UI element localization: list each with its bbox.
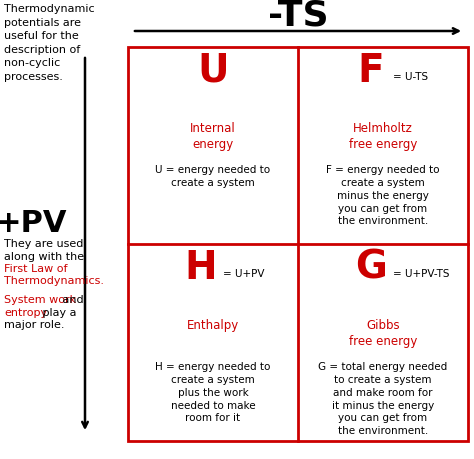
Text: Thermodynamic
potentials are
useful for the
description of
non-cyclic
processes.: Thermodynamic potentials are useful for … bbox=[4, 4, 95, 82]
Text: = U+PV: = U+PV bbox=[223, 269, 264, 279]
Text: = U-TS: = U-TS bbox=[393, 72, 428, 82]
Text: H = energy needed to
create a system
plus the work
needed to make
room for it: H = energy needed to create a system plu… bbox=[155, 362, 271, 423]
Text: H: H bbox=[185, 249, 217, 286]
Text: System work: System work bbox=[4, 295, 76, 305]
Text: U = energy needed to
create a system: U = energy needed to create a system bbox=[155, 165, 271, 188]
Bar bbox=[128, 47, 468, 441]
Text: First Law of: First Law of bbox=[4, 264, 67, 274]
Text: major role.: major role. bbox=[4, 320, 64, 330]
Text: entropy: entropy bbox=[4, 308, 47, 318]
Text: Helmholtz
free energy: Helmholtz free energy bbox=[349, 122, 417, 151]
Text: U: U bbox=[197, 52, 229, 90]
Text: Thermodynamics.: Thermodynamics. bbox=[4, 276, 104, 286]
Text: G = total energy needed
to create a system
and make room for
it minus the energy: G = total energy needed to create a syst… bbox=[319, 362, 447, 436]
Text: G: G bbox=[355, 249, 387, 286]
Text: F: F bbox=[358, 52, 384, 90]
Text: along with the: along with the bbox=[4, 252, 84, 262]
Text: Gibbs
free energy: Gibbs free energy bbox=[349, 319, 417, 348]
Text: play a: play a bbox=[39, 308, 76, 318]
Text: +PV: +PV bbox=[0, 209, 68, 239]
Text: They are used: They are used bbox=[4, 239, 83, 249]
Text: Internal
energy: Internal energy bbox=[190, 122, 236, 151]
Text: F = energy needed to
create a system
minus the energy
you can get from
the envir: F = energy needed to create a system min… bbox=[326, 165, 440, 226]
Text: and: and bbox=[59, 295, 83, 305]
Text: = U+PV-TS: = U+PV-TS bbox=[393, 269, 449, 279]
Text: -TS: -TS bbox=[268, 0, 328, 32]
Text: Enthalpy: Enthalpy bbox=[187, 319, 239, 332]
